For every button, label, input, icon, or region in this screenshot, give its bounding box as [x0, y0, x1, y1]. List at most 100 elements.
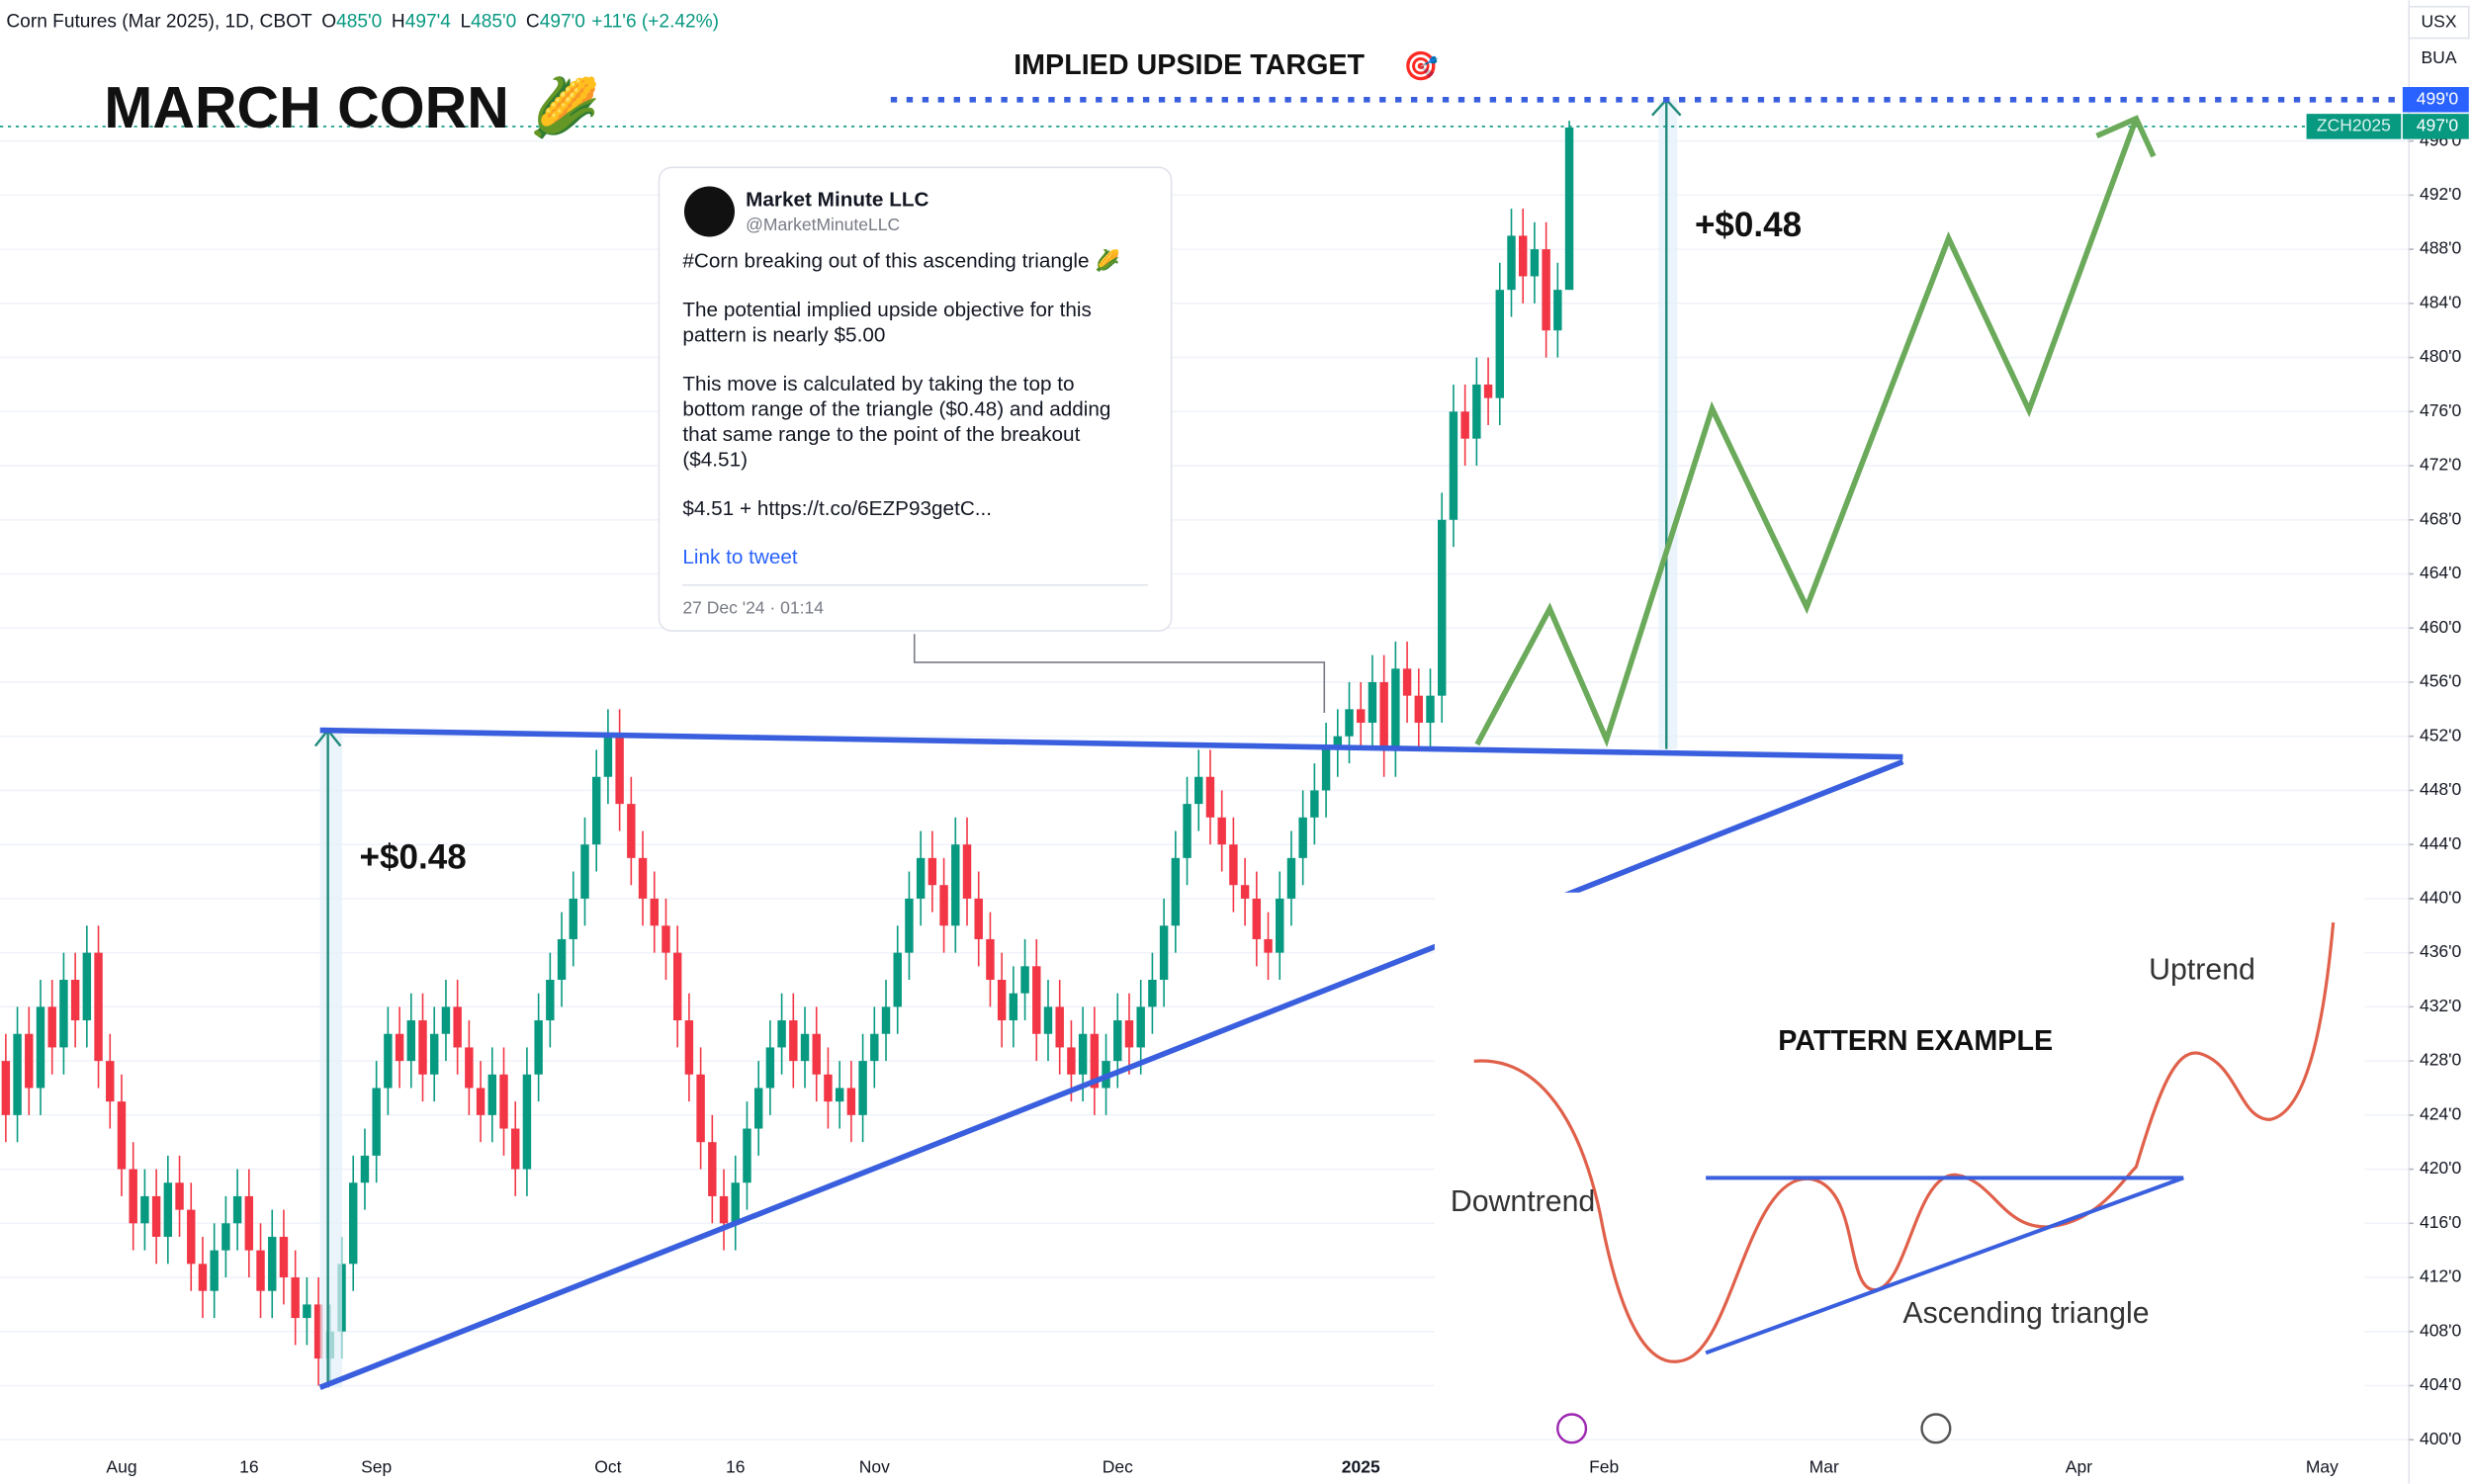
y-tick-label: 424'0: [2420, 1103, 2462, 1123]
candle-body: [187, 1209, 196, 1265]
candle-body: [1055, 1006, 1064, 1048]
event-icon[interactable]: [1920, 1413, 1952, 1444]
candle-body: [47, 1006, 56, 1048]
candle-body: [591, 776, 601, 845]
candle-body: [1438, 519, 1447, 696]
y-tick-label: 492'0: [2420, 184, 2462, 204]
candle-body: [499, 1074, 508, 1129]
candle-body: [1276, 898, 1284, 953]
x-tick-label: May: [2306, 1456, 2339, 1476]
candle-body: [1564, 127, 1574, 291]
candle-body: [638, 857, 648, 899]
tweet-link[interactable]: Link to tweet: [682, 546, 798, 568]
ohlc-value: 497'0: [540, 12, 585, 33]
candle-body: [893, 952, 902, 1007]
candle-body: [1507, 235, 1516, 291]
candle-body: [939, 885, 948, 926]
x-tick-label: Nov: [859, 1456, 890, 1476]
candle-body: [672, 952, 682, 1021]
candle-body: [453, 1006, 462, 1048]
candle-body: [1, 1061, 11, 1115]
projection-arrow-head: [2095, 115, 2157, 158]
pattern-label: Ascending triangle: [1902, 1297, 2149, 1330]
candle-body: [627, 804, 636, 858]
candles: [1, 121, 1574, 1386]
x-tick-label: 16: [239, 1456, 258, 1476]
candle-body: [1472, 384, 1481, 439]
inset-bg: [1434, 892, 2365, 1397]
candle-body: [1009, 993, 1018, 1021]
title-emoji: 🌽: [530, 74, 600, 140]
ohlc-key: C: [526, 12, 540, 33]
x-tick-label: 16: [726, 1456, 745, 1476]
candle-body: [951, 844, 960, 926]
candle-body: [210, 1250, 219, 1291]
candle-body: [858, 1061, 867, 1115]
candle-body: [1321, 749, 1331, 791]
candle-body: [708, 1142, 717, 1196]
y-tick-label: 448'0: [2420, 779, 2462, 799]
tweet-line: pattern is nearly $5.00: [682, 323, 885, 346]
candle-body: [1553, 290, 1562, 331]
card-bg: [658, 166, 1173, 632]
candle-body: [1020, 966, 1029, 994]
candle-body: [1530, 249, 1540, 277]
candle-body: [846, 1088, 856, 1115]
last-price: 497'0: [2417, 116, 2459, 135]
candle-body: [1252, 898, 1262, 939]
currency-box[interactable]: [2408, 5, 2470, 40]
y-tick-label: 444'0: [2420, 833, 2462, 853]
y-tick-label: 468'0: [2420, 508, 2462, 528]
candle-body: [662, 925, 670, 953]
tweet-line: The potential implied upside objective f…: [682, 299, 1091, 321]
example-curve: [1473, 921, 2336, 1363]
candle-body: [25, 1033, 34, 1089]
event-icon[interactable]: [1556, 1413, 1588, 1444]
y-tick-label: 400'0: [2420, 1429, 2462, 1448]
candle-body: [522, 1074, 532, 1170]
change: +11'6 (+2.42%): [591, 12, 719, 33]
candle-body: [1391, 668, 1400, 750]
candle-body: [406, 1020, 416, 1062]
candle-body: [1495, 290, 1505, 398]
candle-body: [1217, 817, 1226, 845]
pattern-title: PATTERN EXAMPLE: [1778, 1025, 2053, 1057]
candle-body: [789, 1020, 798, 1062]
last-price-box: [2402, 114, 2469, 139]
unit: BUA: [2422, 47, 2457, 67]
x-tick-label: Apr: [2066, 1456, 2092, 1476]
candle-body: [303, 1304, 311, 1319]
candle-body: [1113, 1020, 1122, 1062]
candle-body: [881, 1006, 891, 1034]
candle-body: [800, 1033, 810, 1062]
candle-body: [1460, 411, 1469, 439]
ohlc-key: O: [321, 12, 336, 33]
tweet-line: This move is calculated by taking the to…: [682, 373, 1074, 395]
candle-body: [1483, 384, 1493, 398]
candle-body: [997, 980, 1007, 1021]
x-tick-label: Sep: [361, 1456, 392, 1476]
y-tick-label: 456'0: [2420, 671, 2462, 691]
candle-body: [1379, 681, 1388, 750]
candle-body: [441, 1006, 451, 1034]
candle-body: [232, 1195, 242, 1224]
candle-body: [1032, 966, 1041, 1034]
y-tick-label: 440'0: [2420, 888, 2462, 908]
symbol-box: [2306, 114, 2402, 139]
candle-body: [510, 1128, 520, 1170]
pattern-label: Downtrend: [1451, 1185, 1595, 1218]
tweet-card: Market Minute LLC @MarketMinuteLLC #Corn…: [658, 166, 1173, 632]
candle-body: [1402, 668, 1412, 696]
y-tick-label: 472'0: [2420, 455, 2462, 475]
candle-body: [313, 1304, 323, 1359]
target-price: 499'0: [2417, 88, 2459, 108]
support-line: [318, 758, 1904, 1390]
candle-body: [279, 1236, 289, 1278]
candle-body: [1414, 695, 1424, 724]
candle-body: [684, 1020, 694, 1075]
y-tick-label: 488'0: [2420, 238, 2462, 258]
tweet-line: that same range to the point of the brea…: [682, 423, 1080, 446]
candle-body: [1264, 938, 1273, 953]
candle-body: [696, 1074, 705, 1143]
symbol-label: ZCH2025: [2317, 116, 2391, 135]
